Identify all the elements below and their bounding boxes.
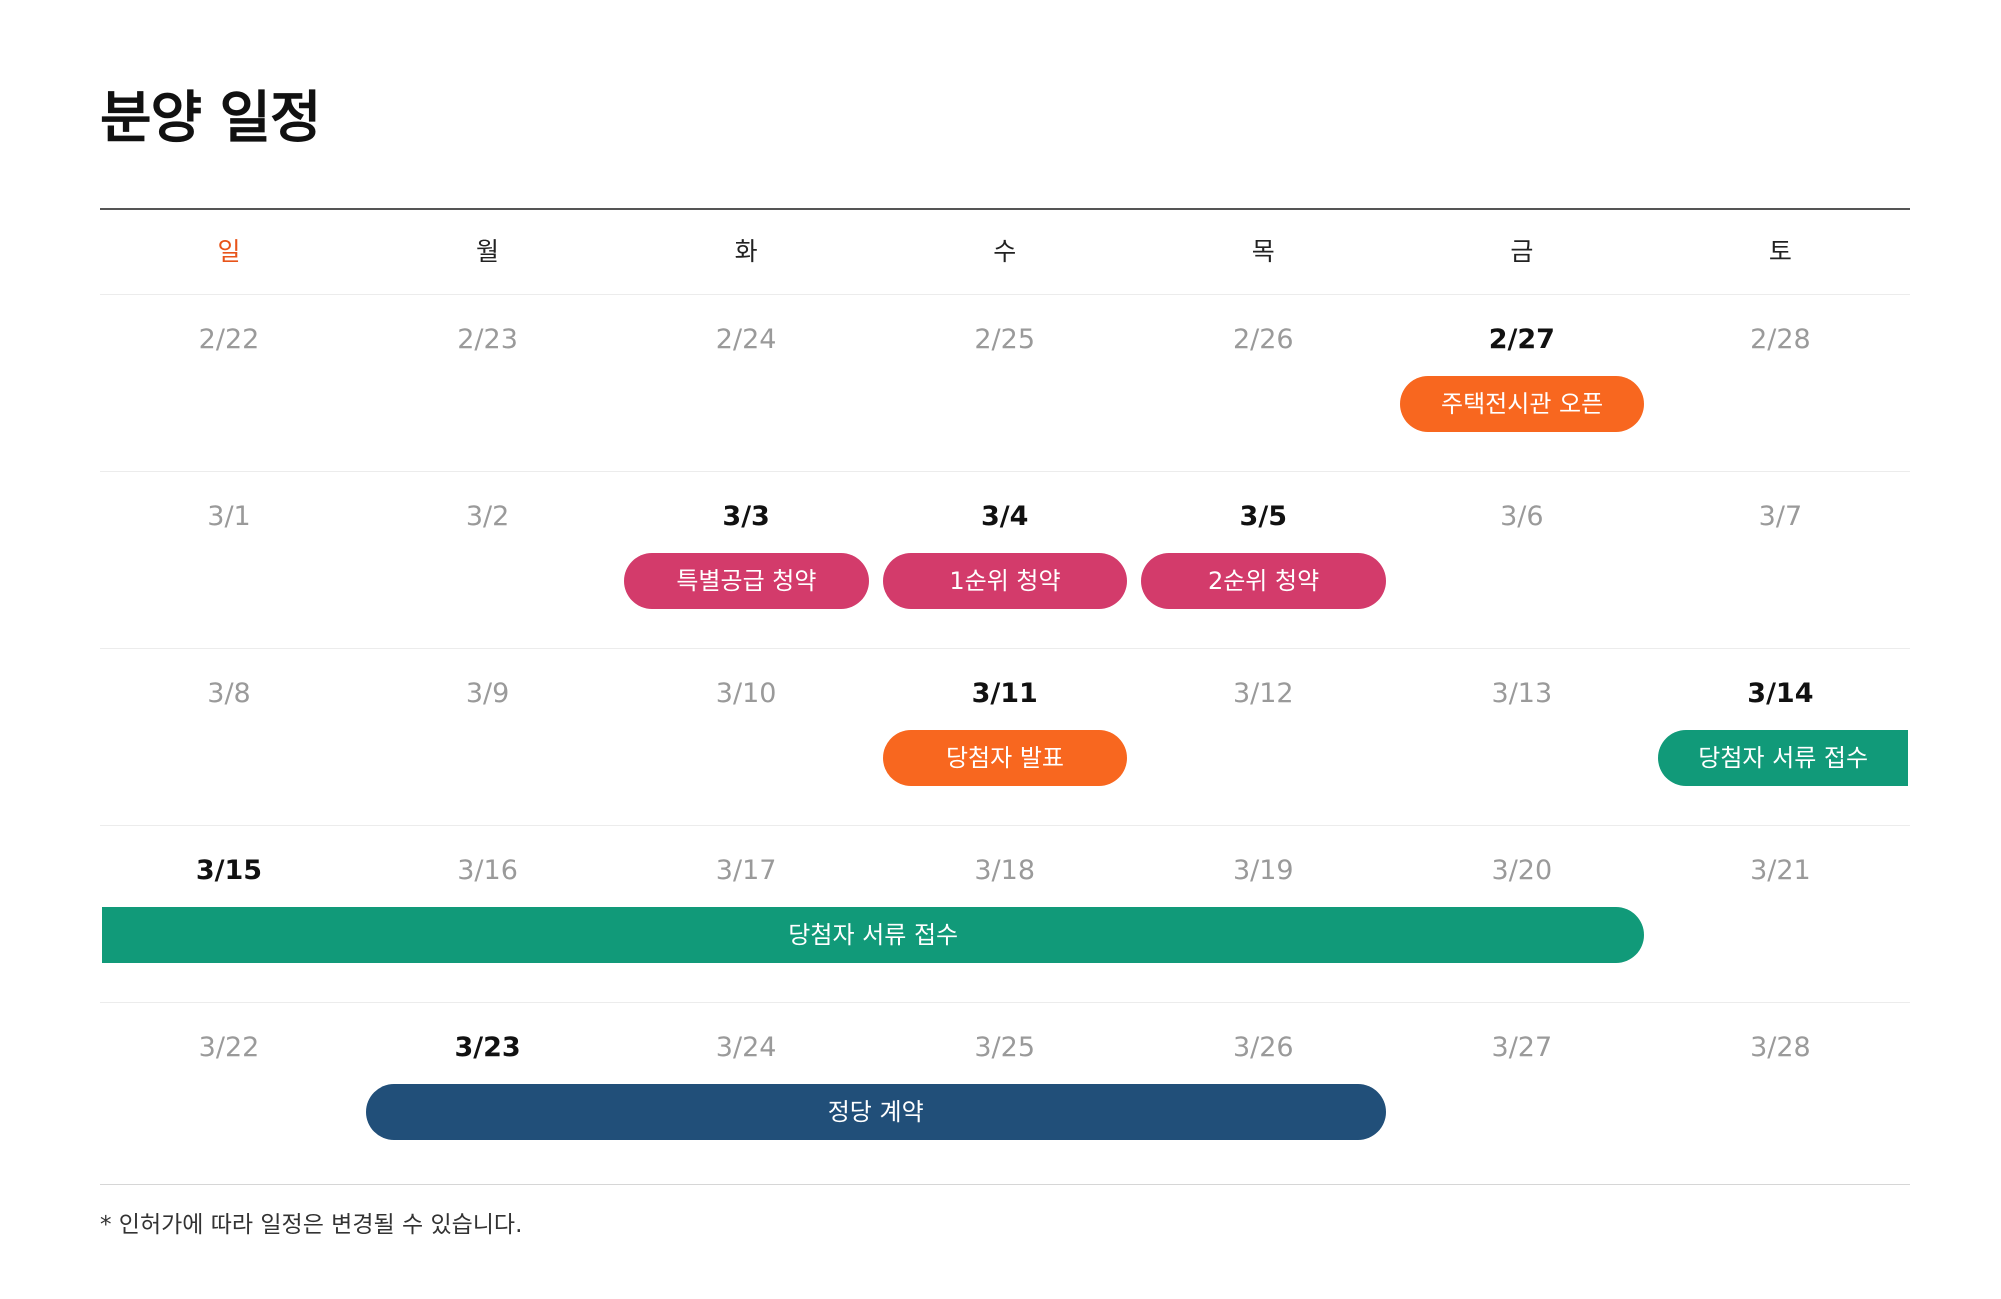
calendar-date: 3/4 bbox=[980, 501, 1029, 532]
calendar-date: 3/9 bbox=[465, 678, 510, 709]
calendar-date: 3/15 bbox=[195, 855, 263, 886]
weekday-thu: 목 bbox=[1251, 237, 1275, 266]
calendar-date: 3/16 bbox=[457, 855, 518, 886]
schedule-event: 당첨자 서류 접수 bbox=[1658, 730, 1908, 786]
calendar-date: 3/25 bbox=[974, 1032, 1036, 1063]
calendar-date: 3/10 bbox=[715, 678, 777, 709]
calendar-week-row: 3/1 3/2 3/3 3/4 3/5 3/6 3/7 특별공급 청약 1순위 청약 2순위 청약 bbox=[100, 471, 1910, 649]
calendar-date: 2/26 bbox=[1232, 324, 1294, 355]
calendar-date: 2/27 bbox=[1488, 324, 1555, 355]
schedule-footnote: * 인허가에 따라 일정은 변경될 수 있습니다. bbox=[100, 1212, 523, 1238]
page-title: 분양 일정 bbox=[100, 86, 322, 151]
calendar-date: 3/19 bbox=[1232, 855, 1294, 886]
schedule-event: 당첨자 발표 bbox=[882, 730, 1128, 786]
schedule-calendar: 일 월 화 수 목 금 토 2/22 2/23 2/24 2/25 2/26 2/27 2/28 주택전시… bbox=[100, 208, 1910, 1185]
calendar-week-row: 3/8 3/9 3/10 3/11 3/12 3/13 3/14 당첨자 발표 당첨자 서류 접… bbox=[100, 648, 1910, 826]
weekday-mon: 월 bbox=[476, 237, 500, 266]
schedule-event: 정당 계약 bbox=[365, 1084, 1386, 1140]
calendar-date: 3/27 bbox=[1491, 1032, 1553, 1063]
weekday-sat: 토 bbox=[1768, 237, 1792, 266]
calendar-date: 3/26 bbox=[1232, 1032, 1294, 1063]
calendar-date: 2/24 bbox=[715, 324, 777, 355]
calendar-date: 3/21 bbox=[1750, 855, 1811, 886]
calendar-date: 2/23 bbox=[457, 324, 518, 355]
calendar-date: 3/11 bbox=[971, 678, 1038, 709]
calendar-date: 3/1 bbox=[207, 501, 251, 532]
schedule-event: 특별공급 청약 bbox=[624, 553, 869, 609]
calendar-date: 3/17 bbox=[715, 855, 777, 886]
schedule-event: 1순위 청약 bbox=[882, 553, 1128, 609]
calendar-date: 3/8 bbox=[207, 678, 251, 709]
calendar-week-row: 3/22 3/23 3/24 3/25 3/26 3/27 3/28 정당 계약 bbox=[100, 1002, 1910, 1179]
weekday-sun: 일 bbox=[217, 237, 241, 266]
weekday-wed: 수 bbox=[993, 237, 1017, 266]
schedule-event: 당첨자 서류 접수 bbox=[102, 907, 1645, 963]
calendar-date: 2/25 bbox=[974, 324, 1036, 355]
calendar-date: 3/22 bbox=[198, 1032, 260, 1063]
calendar-date: 3/5 bbox=[1239, 501, 1287, 532]
weekday-tue: 화 bbox=[734, 237, 758, 266]
schedule-event: 2순위 청약 bbox=[1141, 553, 1386, 609]
calendar-date: 3/23 bbox=[454, 1032, 521, 1063]
calendar-date: 3/7 bbox=[1758, 501, 1803, 532]
calendar-date: 3/20 bbox=[1491, 855, 1553, 886]
calendar-date: 3/28 bbox=[1750, 1032, 1811, 1063]
calendar-date: 3/13 bbox=[1491, 678, 1553, 709]
calendar-date: 3/24 bbox=[715, 1032, 777, 1063]
schedule-event: 주택전시관 오픈 bbox=[1399, 376, 1645, 432]
calendar-date: 3/14 bbox=[1747, 678, 1814, 709]
weekday-fri: 금 bbox=[1510, 237, 1534, 266]
calendar-week-row: 2/22 2/23 2/24 2/25 2/26 2/27 2/28 주택전시관 오픈 bbox=[100, 294, 1910, 472]
calendar-week-row: 3/15 3/16 3/17 3/18 3/19 3/20 3/21 당첨자 서류 접수 bbox=[100, 825, 1910, 1003]
calendar-date: 3/18 bbox=[974, 855, 1036, 886]
calendar-date: 2/28 bbox=[1750, 324, 1811, 355]
calendar-date: 3/12 bbox=[1232, 678, 1294, 709]
calendar-date: 3/3 bbox=[722, 501, 770, 532]
calendar-date: 2/22 bbox=[198, 324, 260, 355]
calendar-date: 3/6 bbox=[1500, 501, 1544, 532]
calendar-date: 3/2 bbox=[465, 501, 510, 532]
